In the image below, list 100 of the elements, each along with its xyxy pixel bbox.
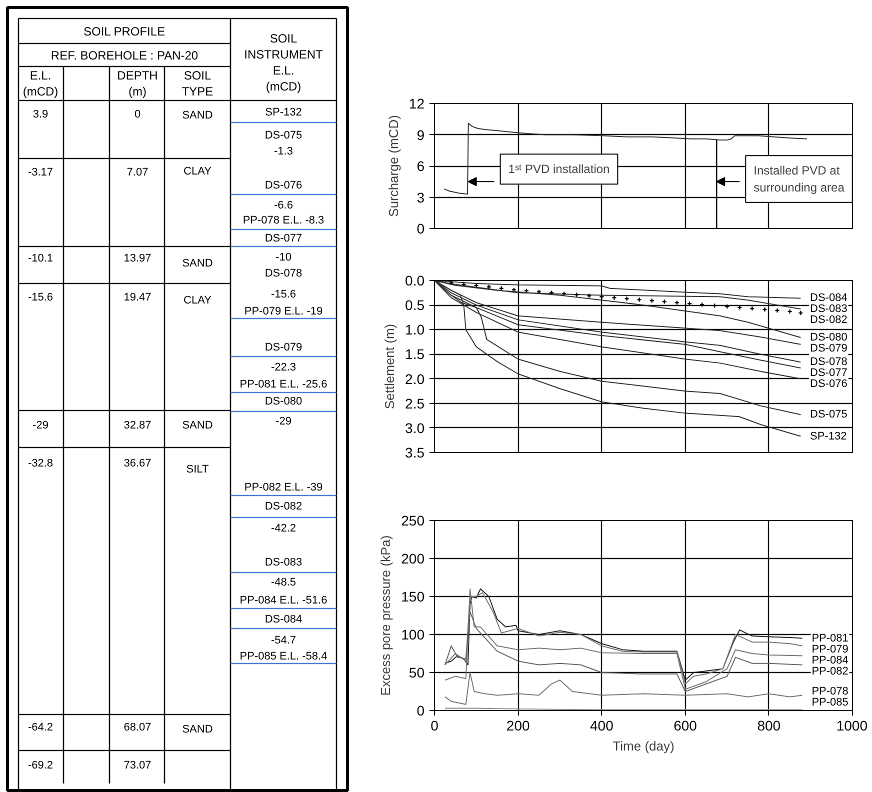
text: -48.5 xyxy=(270,576,296,588)
text: -69.2 xyxy=(28,760,54,772)
text: DS-083 xyxy=(264,556,302,568)
text: SP-132 xyxy=(265,106,302,118)
y-tick-label: 1.0 xyxy=(405,322,425,338)
series-label: PP-084 xyxy=(812,654,848,666)
text: PP-084 E.L. -51.6 xyxy=(240,594,328,606)
text: 13.97 xyxy=(124,252,152,264)
series-label: DS-075 xyxy=(810,408,848,421)
text: SAND xyxy=(182,258,213,270)
text: DS-082 xyxy=(264,500,302,512)
text: -29 xyxy=(276,416,292,428)
annotation: 1ˢᵗ PVD installation xyxy=(508,162,610,176)
text: SOIL PROFILE xyxy=(83,24,166,38)
text: DEPTH (m) xyxy=(117,68,158,99)
text: -10 xyxy=(276,252,292,264)
text: SAND xyxy=(182,420,213,432)
series-label: DS-079 xyxy=(810,342,848,355)
series-label: SP-132 xyxy=(810,430,847,442)
text: -10.1 xyxy=(28,252,54,264)
text: PP-085 E.L. -58.4 xyxy=(240,650,328,662)
series-label: PP-078 xyxy=(812,686,848,698)
y-tick-label: 3 xyxy=(416,189,425,206)
text: -3.17 xyxy=(28,166,54,178)
text: CLAY xyxy=(184,166,212,178)
x-tick-label: 800 xyxy=(757,718,781,734)
y-tick-label: 12 xyxy=(408,96,425,112)
y-tick-label: 200 xyxy=(401,550,425,566)
annotation: Installed PVD at surrounding area xyxy=(754,164,845,194)
text: SOIL TYPE xyxy=(182,68,214,99)
text: PP-079 E.L. -19 xyxy=(244,306,323,318)
text: DS-079 xyxy=(264,342,302,354)
y-axis-title: Excess pore pressure (kPa) xyxy=(378,535,394,696)
text: 19.47 xyxy=(124,292,152,304)
series-label: PP-081 xyxy=(812,632,848,644)
text: PP-078 E.L. -8.3 xyxy=(242,214,324,226)
y-axis-title: Surcharge (mCD) xyxy=(386,115,401,217)
y-tick-label: 50 xyxy=(408,664,425,680)
text: SAND xyxy=(182,724,213,736)
text: 3.9 xyxy=(32,108,48,120)
text: DS-084 xyxy=(264,614,302,626)
x-tick-label: 600 xyxy=(674,718,698,734)
x-axis-title: Time (day) xyxy=(612,738,674,754)
series-label: DS-080 xyxy=(810,332,848,344)
y-axis-title: Settlement (m) xyxy=(382,324,398,410)
y-tick-label: 2.0 xyxy=(405,370,425,387)
text: DS-077 xyxy=(264,232,302,244)
y-tick-label: 6 xyxy=(416,158,425,174)
series-label: PP-079 xyxy=(812,643,848,656)
x-tick-label: 0 xyxy=(430,718,439,734)
text: 0 xyxy=(134,108,141,120)
y-tick-label: 9 xyxy=(416,126,425,143)
series-label: DS-082 xyxy=(810,314,848,326)
series-label: DS-084 xyxy=(810,292,848,304)
x-tick-label: 400 xyxy=(590,718,614,734)
x-tick-label: 1000 xyxy=(836,718,868,734)
text: -15.6 xyxy=(28,292,54,304)
y-tick-label: 2.5 xyxy=(405,395,425,412)
series-label: PP-082 xyxy=(812,665,848,678)
text: PP-081 E.L. -25.6 xyxy=(240,378,328,390)
y-tick-label: 3.0 xyxy=(405,420,425,436)
text: -54.7 xyxy=(270,634,296,646)
text: 73.07 xyxy=(124,760,152,772)
series-label: DS-078 xyxy=(810,356,848,368)
text: PP-082 E.L. -39 xyxy=(244,482,323,494)
text: 68.07 xyxy=(124,722,152,734)
series-label: DS-083 xyxy=(810,303,848,316)
text: -6.6 xyxy=(274,200,293,212)
text: -42.2 xyxy=(270,522,296,534)
text: SILT xyxy=(186,464,209,476)
text: DS-075 xyxy=(264,130,302,142)
series-label: DS-076 xyxy=(810,378,848,390)
text: 32.87 xyxy=(124,420,152,432)
y-tick-label: 0 xyxy=(416,702,425,718)
text: SOIL INSTRUMENT E.L. (mCD) xyxy=(244,31,324,94)
y-tick-label: 0.5 xyxy=(405,297,425,314)
text: -15.6 xyxy=(270,288,296,300)
y-tick-label: 250 xyxy=(401,512,425,528)
text: -1.3 xyxy=(274,146,293,158)
text: SAND xyxy=(182,110,213,122)
y-tick-label: 100 xyxy=(401,626,425,642)
y-tick-label: 150 xyxy=(401,588,425,604)
y-tick-label: 0.0 xyxy=(405,272,425,288)
text: 36.67 xyxy=(124,458,152,470)
text: E.L. (mCD) xyxy=(22,68,58,99)
y-tick-label: 0 xyxy=(416,220,425,236)
x-tick-label: 200 xyxy=(506,718,530,734)
series-label: PP-085 xyxy=(812,696,848,708)
text: DS-078 xyxy=(264,268,302,280)
text: CLAY xyxy=(184,294,212,306)
y-tick-label: 3.5 xyxy=(405,444,425,460)
text: -22.3 xyxy=(270,362,296,374)
text: -29 xyxy=(32,420,48,432)
series-label: DS-077 xyxy=(810,367,848,380)
text: -32.8 xyxy=(28,458,54,470)
text: REF. BOREHOLE : PAN-20 xyxy=(50,48,198,62)
text: DS-076 xyxy=(264,180,302,192)
y-tick-label: 1.5 xyxy=(405,346,425,362)
text: DS-080 xyxy=(264,396,302,408)
text: 7.07 xyxy=(126,166,148,178)
